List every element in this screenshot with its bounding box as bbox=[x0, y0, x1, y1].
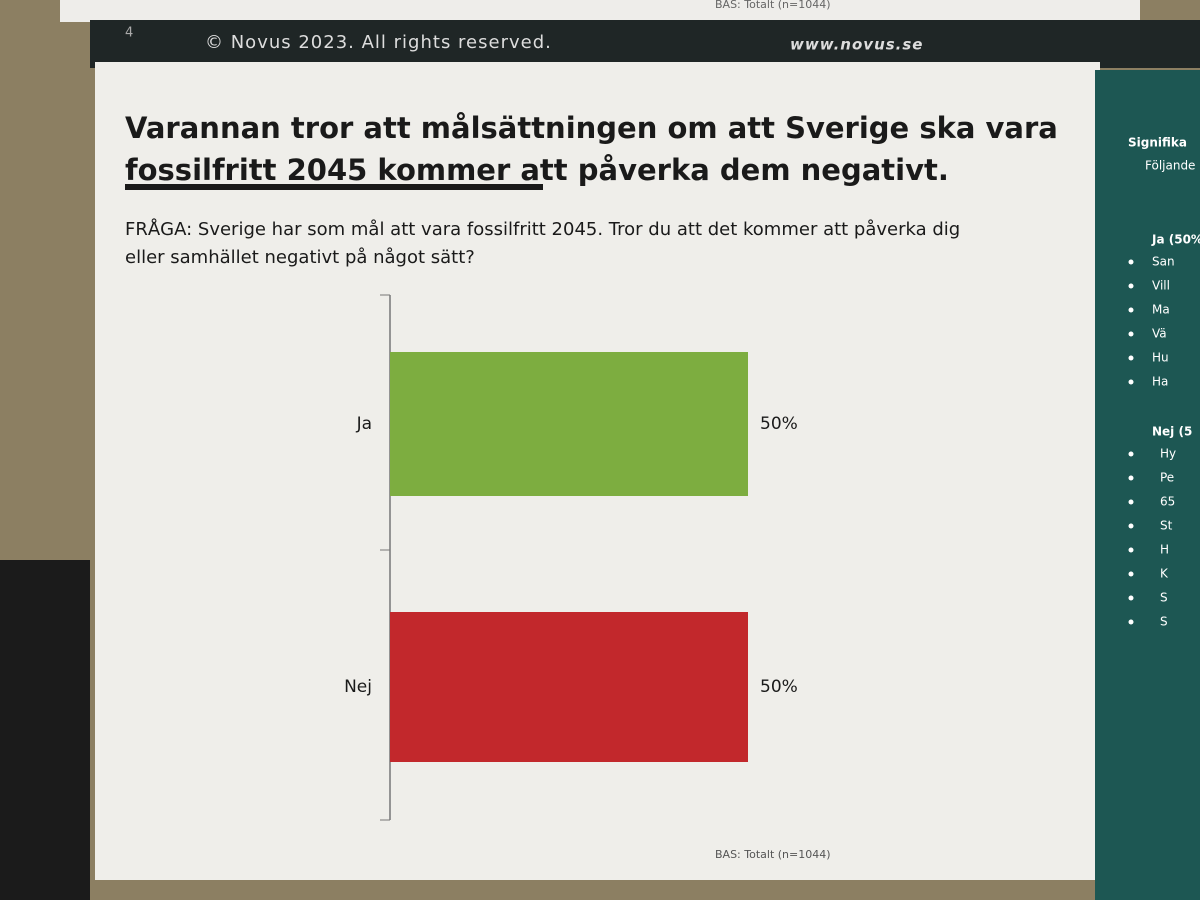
background-dark bbox=[0, 560, 90, 900]
panel-group-title: Ja (50% bbox=[1151, 233, 1200, 247]
previous-page bbox=[60, 0, 1140, 22]
bullet bbox=[1128, 355, 1134, 361]
panel-item: San bbox=[1152, 255, 1175, 269]
copyright: © Novus 2023. All rights reserved. bbox=[205, 32, 552, 53]
bullet bbox=[1128, 547, 1134, 553]
bullet bbox=[1128, 283, 1134, 289]
bullet bbox=[1128, 571, 1134, 577]
bar bbox=[390, 612, 748, 762]
bullet bbox=[1128, 475, 1134, 481]
panel-item: St bbox=[1160, 519, 1173, 533]
bullet bbox=[1128, 451, 1134, 457]
chart-title: Varannan tror att målsättningen om att S… bbox=[125, 111, 1058, 187]
header-band bbox=[90, 20, 1200, 68]
panel-item: S bbox=[1160, 591, 1168, 605]
panel-item: Hy bbox=[1160, 447, 1176, 461]
panel-group-title: Nej (5 bbox=[1152, 425, 1192, 439]
bullet bbox=[1128, 379, 1134, 385]
side-panel bbox=[1095, 70, 1200, 900]
category-label: Nej bbox=[344, 677, 372, 697]
chart-note: BAS: Totalt (n=1044) bbox=[715, 848, 831, 861]
panel-item: Ha bbox=[1152, 375, 1168, 389]
bullet bbox=[1128, 499, 1134, 505]
panel-item: Vä bbox=[1152, 327, 1167, 341]
panel-item: S bbox=[1160, 615, 1168, 629]
value-label: 50% bbox=[760, 414, 798, 434]
panel-item: Pe bbox=[1160, 471, 1174, 485]
panel-item: 65 bbox=[1160, 495, 1175, 509]
page-number: 4 bbox=[125, 26, 133, 41]
panel-item: Ma bbox=[1152, 303, 1170, 317]
title-underline bbox=[125, 184, 543, 190]
panel-item: H bbox=[1160, 543, 1169, 557]
bullet bbox=[1128, 259, 1134, 265]
chart-subtitle: FRÅGA: Sverige har som mål att vara foss… bbox=[125, 218, 960, 268]
panel-item: K bbox=[1160, 567, 1169, 581]
bar bbox=[390, 352, 748, 496]
value-label: 50% bbox=[760, 677, 798, 697]
panel-intro: Följande bbox=[1145, 159, 1195, 173]
bullet bbox=[1128, 619, 1134, 625]
panel-heading: Signifika bbox=[1128, 136, 1187, 150]
bullet bbox=[1128, 523, 1134, 529]
top-note: BAS: Totalt (n=1044) bbox=[715, 0, 831, 11]
bullet bbox=[1128, 595, 1134, 601]
website: www.novus.se bbox=[790, 36, 923, 54]
panel-item: Hu bbox=[1152, 351, 1169, 365]
panel-item: Vill bbox=[1152, 279, 1170, 293]
bullet bbox=[1128, 331, 1134, 337]
bullet bbox=[1128, 307, 1134, 313]
category-label: Ja bbox=[356, 414, 372, 434]
